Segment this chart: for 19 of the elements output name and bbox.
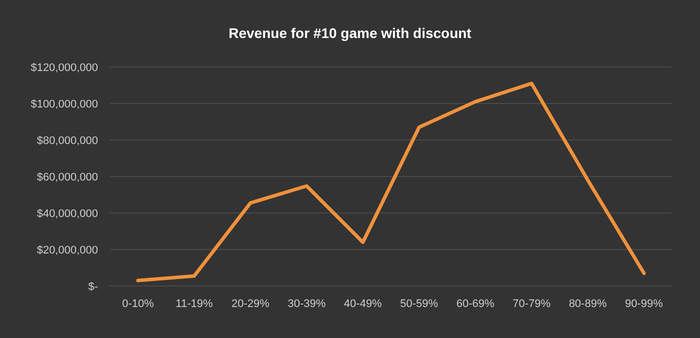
x-tick-label: 70-79% (512, 298, 551, 310)
y-tick-label: $80,000,000 (36, 134, 98, 147)
x-tick-label: 30-39% (288, 298, 326, 310)
y-tick-label: $120,000,000 (30, 62, 98, 74)
y-tick-label: $60,000,000 (36, 171, 98, 184)
x-tick-label: 11-19% (176, 298, 213, 310)
x-tick-label: 20-29% (231, 298, 270, 310)
x-tick-label: 0-10% (122, 298, 154, 310)
x-tick-label: 80-89% (568, 298, 607, 310)
x-tick-label: 60-69% (456, 298, 495, 310)
y-tick-label: $20,000,000 (36, 244, 98, 256)
y-tick-label: $40,000,000 (36, 208, 98, 220)
x-tick-label: 40-49% (344, 298, 382, 310)
x-tick-label: 50-59% (400, 298, 438, 310)
x-tick-label: 90-99% (625, 298, 664, 310)
line-series (136, 82, 646, 282)
y-tick-label: $100,000,000 (30, 98, 98, 110)
chart-title: Revenue for #10 game with discount (228, 25, 472, 41)
y-tick-label: $- (88, 280, 98, 293)
